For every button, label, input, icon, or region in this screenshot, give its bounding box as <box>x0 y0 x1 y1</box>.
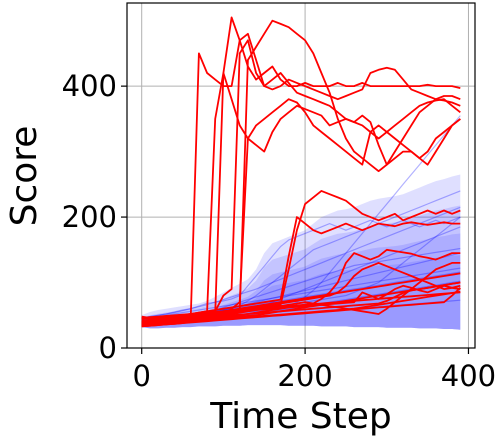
highlight-run-line <box>141 272 461 322</box>
highlight-run-line <box>141 291 461 319</box>
highlight-run-line <box>141 287 461 328</box>
x-tick-label: 200 <box>277 359 332 393</box>
y-tick-label: 200 <box>62 200 117 234</box>
highlight-run-line <box>141 281 461 324</box>
background-run-line <box>141 216 461 320</box>
plot-area <box>126 2 476 349</box>
background-run-line <box>141 206 461 319</box>
x-tick-label: 400 <box>441 359 496 393</box>
y-axis-title: Score <box>4 126 45 227</box>
plot-frame <box>126 2 476 349</box>
spread-band <box>141 233 461 330</box>
spread-band <box>141 174 461 330</box>
highlighted-runs <box>141 16 461 328</box>
highlight-run-line <box>141 284 461 321</box>
x-axis-title: Time Step <box>209 396 392 437</box>
background-run-line <box>141 267 461 320</box>
y-tick-label: 0 <box>99 331 117 365</box>
y-tick-label: 400 <box>62 69 117 103</box>
x-tick-label: 0 <box>132 359 150 393</box>
axis-ticks: 0 200 400 0 200 400 <box>62 69 497 393</box>
highlight-run-line <box>141 262 461 326</box>
